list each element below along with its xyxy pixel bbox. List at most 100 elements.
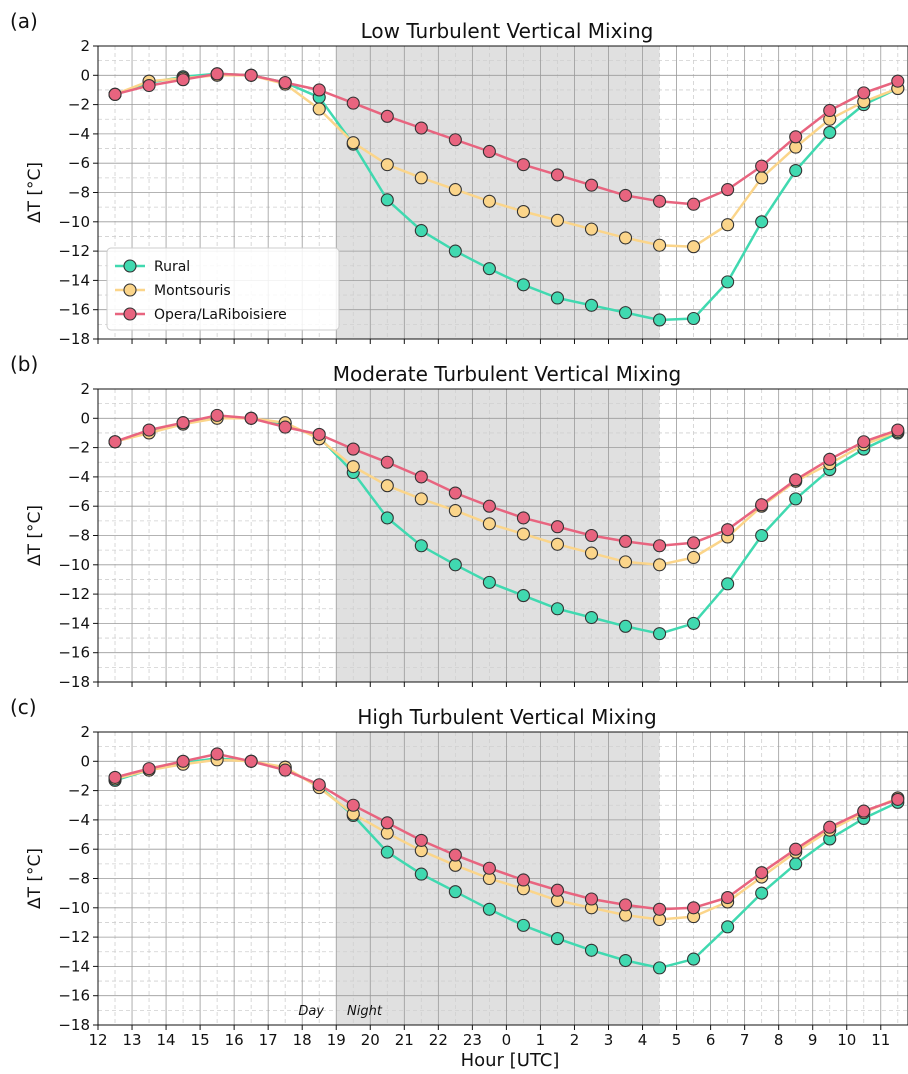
data-point bbox=[755, 498, 769, 512]
data-point bbox=[448, 486, 462, 500]
data-point bbox=[721, 890, 735, 905]
data-point bbox=[516, 204, 530, 219]
data-point bbox=[721, 218, 735, 232]
y-tick-label: −2 bbox=[68, 439, 90, 457]
x-tick-label: 13 bbox=[122, 1031, 141, 1049]
x-tick-label: 1 bbox=[536, 1031, 546, 1049]
data-point bbox=[482, 144, 496, 159]
data-point bbox=[108, 770, 122, 784]
data-point bbox=[448, 244, 462, 258]
y-tick-label: 2 bbox=[80, 37, 90, 55]
data-point bbox=[482, 575, 496, 589]
data-point bbox=[414, 833, 428, 847]
y-tick-label: −18 bbox=[58, 330, 90, 348]
data-point bbox=[380, 845, 394, 859]
y-tick-label: −18 bbox=[58, 1016, 90, 1034]
data-point bbox=[653, 902, 667, 916]
data-point bbox=[823, 125, 837, 139]
series-opera-lariboisiere bbox=[108, 67, 905, 211]
data-point bbox=[346, 798, 360, 812]
data-point bbox=[312, 102, 326, 116]
data-point bbox=[721, 275, 735, 289]
y-tick-label: −14 bbox=[58, 614, 90, 632]
data-point bbox=[584, 528, 599, 543]
y-tick-label: 0 bbox=[80, 752, 90, 770]
data-point bbox=[414, 492, 428, 506]
data-point bbox=[210, 408, 224, 422]
data-point bbox=[448, 885, 462, 899]
data-point bbox=[312, 778, 326, 792]
data-point bbox=[755, 159, 769, 173]
data-point bbox=[482, 517, 496, 531]
data-point bbox=[687, 901, 701, 915]
data-point bbox=[380, 193, 394, 207]
data-point bbox=[721, 183, 735, 197]
data-point bbox=[584, 610, 599, 625]
data-point bbox=[312, 427, 326, 441]
panel-title: High Turbulent Vertical Mixing bbox=[357, 705, 656, 729]
data-point bbox=[108, 87, 122, 101]
data-point bbox=[618, 231, 633, 245]
data-point bbox=[618, 619, 633, 633]
data-point bbox=[789, 473, 803, 487]
series-opera-lariboisiere bbox=[108, 408, 905, 553]
y-tick-label: −12 bbox=[58, 928, 90, 946]
data-point bbox=[516, 511, 530, 525]
data-point bbox=[687, 616, 701, 630]
legend: Rural Montsouris Opera/LaRiboisiere bbox=[106, 247, 340, 331]
data-point bbox=[482, 194, 496, 208]
y-tick-label: 2 bbox=[80, 723, 90, 741]
x-tick-label: 12 bbox=[88, 1031, 107, 1049]
y-tick-label: −10 bbox=[58, 899, 90, 917]
data-point bbox=[550, 883, 565, 897]
data-point bbox=[653, 539, 667, 553]
data-point bbox=[653, 961, 667, 975]
data-point bbox=[210, 67, 224, 81]
data-point bbox=[653, 313, 667, 327]
data-point bbox=[380, 158, 394, 172]
data-point bbox=[448, 183, 462, 197]
data-point bbox=[414, 171, 428, 185]
legend-label: Rural bbox=[154, 259, 190, 275]
y-tick-label: −16 bbox=[58, 644, 90, 662]
data-point bbox=[755, 171, 769, 185]
data-point bbox=[346, 96, 360, 110]
data-point bbox=[653, 238, 667, 252]
x-tick-label: 15 bbox=[191, 1031, 210, 1049]
data-point bbox=[823, 452, 837, 466]
data-point bbox=[380, 479, 394, 493]
y-tick-label: −18 bbox=[58, 673, 90, 691]
y-tick-label: −8 bbox=[68, 527, 90, 545]
y-axis-label: ΔT [°C] bbox=[25, 162, 45, 223]
y-tick-label: 0 bbox=[80, 409, 90, 427]
y-tick-label: −8 bbox=[68, 870, 90, 888]
data-point bbox=[278, 76, 292, 90]
y-tick-label: −14 bbox=[58, 271, 90, 289]
data-point bbox=[414, 867, 428, 881]
legend-box bbox=[106, 247, 340, 331]
panel-title: Moderate Turbulent Vertical Mixing bbox=[333, 362, 681, 386]
x-tick-label: 2 bbox=[570, 1031, 580, 1049]
data-point bbox=[346, 136, 360, 150]
data-point bbox=[857, 86, 871, 100]
y-tick-label: −4 bbox=[68, 811, 90, 829]
data-point bbox=[618, 898, 633, 912]
data-point bbox=[618, 534, 633, 548]
x-axis-label: Hour [UTC] bbox=[461, 1050, 560, 1071]
x-tick-label: 6 bbox=[706, 1031, 716, 1049]
y-tick-label: −12 bbox=[58, 585, 90, 603]
y-tick-label: −6 bbox=[68, 840, 90, 858]
data-point bbox=[653, 627, 667, 641]
data-point bbox=[584, 222, 599, 236]
data-point bbox=[618, 306, 633, 320]
y-axis-label: ΔT [°C] bbox=[25, 505, 45, 566]
y-tick-label: −16 bbox=[58, 987, 90, 1005]
legend-marker bbox=[123, 259, 137, 273]
y-tick-label: −6 bbox=[68, 497, 90, 515]
data-point bbox=[448, 558, 462, 572]
x-tick-label: 18 bbox=[293, 1031, 312, 1049]
day-annotation: Day bbox=[298, 1004, 324, 1019]
y-tick-label: −4 bbox=[68, 468, 90, 486]
data-point bbox=[823, 103, 837, 118]
